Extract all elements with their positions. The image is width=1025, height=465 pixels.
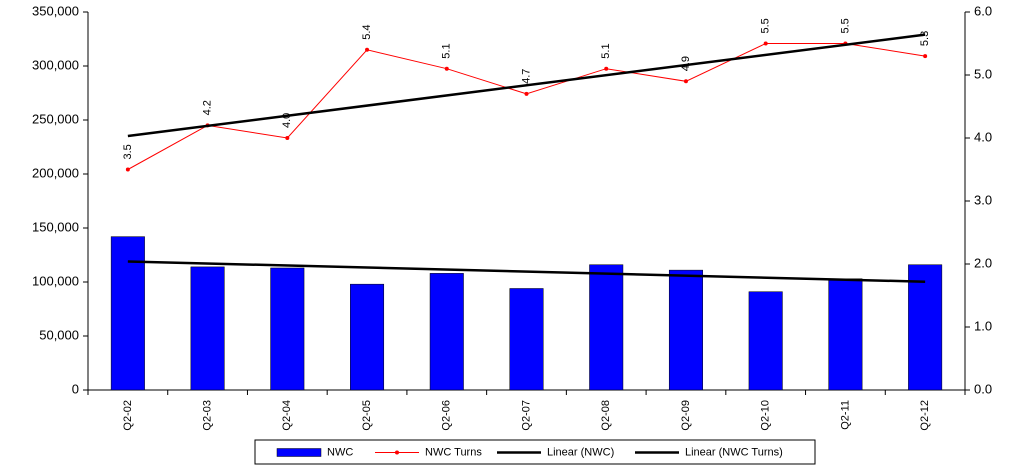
legend-swatch — [276, 448, 322, 457]
x-tick-label: Q2-08 — [600, 400, 612, 431]
data-label: 5.3 — [919, 31, 931, 46]
data-label: 5.1 — [441, 43, 453, 58]
y-tick-label: 100,000 — [32, 273, 79, 288]
legend-label: NWC — [327, 446, 353, 458]
data-label: 5.4 — [361, 25, 373, 40]
y2-tick-label: 3.0 — [974, 192, 992, 207]
bar — [589, 264, 624, 391]
line-marker — [604, 66, 609, 71]
line-marker — [365, 47, 370, 52]
legend-label: Linear (NWC) — [547, 446, 614, 458]
y-tick-label: 300,000 — [32, 57, 79, 72]
bar — [350, 283, 385, 391]
y-tick-label: 250,000 — [32, 111, 79, 126]
x-tick-label: Q2-09 — [680, 400, 692, 431]
x-tick-label: Q2-05 — [361, 400, 373, 431]
y2-tick-label: 6.0 — [974, 3, 992, 18]
data-label: 3.5 — [122, 144, 134, 159]
data-label: 5.5 — [760, 18, 772, 33]
line-marker — [524, 91, 529, 96]
x-tick-label: Q2-07 — [520, 400, 532, 431]
legend-label: Linear (NWC Turns) — [685, 446, 783, 458]
bar — [668, 269, 703, 391]
x-tick-label: Q2-02 — [122, 400, 134, 431]
bar — [908, 264, 943, 391]
line-marker — [444, 66, 449, 71]
y-tick-label: 50,000 — [39, 327, 79, 342]
line — [127, 43, 926, 170]
y-tick-label: 0 — [72, 381, 79, 396]
x-tick-label: Q2-06 — [441, 400, 453, 431]
bar — [509, 288, 544, 391]
y2-tick-label: 4.0 — [974, 129, 992, 144]
trendline — [127, 33, 926, 138]
legend-label: NWC Turns — [425, 446, 482, 458]
bar — [270, 267, 305, 391]
line-marker — [923, 54, 928, 59]
y2-tick-label: 1.0 — [974, 318, 992, 333]
bar — [748, 291, 783, 391]
x-tick-label: Q2-10 — [760, 400, 772, 431]
x-tick-label: Q2-03 — [201, 400, 213, 431]
data-label: 5.1 — [600, 43, 612, 58]
y-tick-label: 200,000 — [32, 165, 79, 180]
line-marker — [683, 79, 688, 84]
bar — [828, 278, 863, 391]
y2-tick-label: 5.0 — [974, 66, 992, 81]
bar — [429, 273, 464, 391]
y2-tick-label: 0.0 — [974, 381, 992, 396]
bar — [190, 266, 225, 391]
data-label: 4.7 — [520, 69, 532, 84]
bar — [110, 236, 145, 391]
data-label: 5.5 — [839, 18, 851, 33]
data-label: 4.9 — [680, 56, 692, 71]
x-tick-label: Q2-12 — [919, 400, 931, 431]
y2-tick-label: 2.0 — [974, 255, 992, 270]
y-tick-label: 150,000 — [32, 219, 79, 234]
data-label: 4.2 — [201, 100, 213, 115]
line-marker — [125, 167, 130, 172]
line-marker — [285, 136, 290, 140]
trendline — [127, 260, 926, 283]
line-marker — [763, 41, 768, 46]
y-tick-label: 350,000 — [32, 3, 79, 18]
legend-marker — [395, 450, 399, 455]
x-tick-label: Q2-11 — [839, 400, 851, 430]
x-tick-label: Q2-04 — [281, 400, 293, 431]
